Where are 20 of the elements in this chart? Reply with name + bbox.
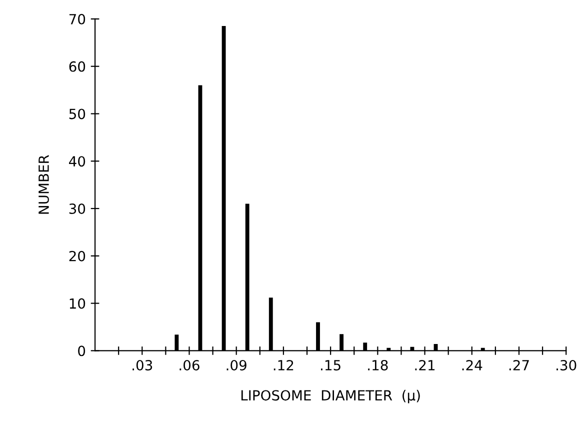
y-tick-label: 40 (69, 156, 86, 167)
x-tick-label: .21 (415, 360, 435, 370)
x-tick-label: .12 (274, 360, 294, 370)
y-tick-label: 10 (70, 298, 86, 309)
y-tick-label: 50 (69, 108, 86, 120)
y-tick-label: 60 (69, 61, 86, 72)
y-tick-label: 20 (69, 250, 86, 262)
x-tick-label: .27 (509, 360, 529, 370)
x-tick-label: .03 (132, 360, 152, 370)
x-tick-label: .15 (321, 360, 340, 370)
x-tick-label: .09 (226, 360, 246, 370)
x-tick-label: .30 (556, 360, 576, 370)
y-axis-title: NUMBER (38, 154, 49, 214)
x-tick-label: .18 (368, 360, 388, 370)
y-tick-label: 0 (78, 346, 86, 356)
x-tick-label: .24 (462, 360, 482, 370)
y-tick-label: 70 (69, 14, 86, 24)
y-tick-label: 30 (69, 203, 86, 214)
x-axis-title: LIPOSOME DIAMETER (μ) (241, 390, 420, 404)
x-tick-label: .06 (180, 360, 200, 370)
